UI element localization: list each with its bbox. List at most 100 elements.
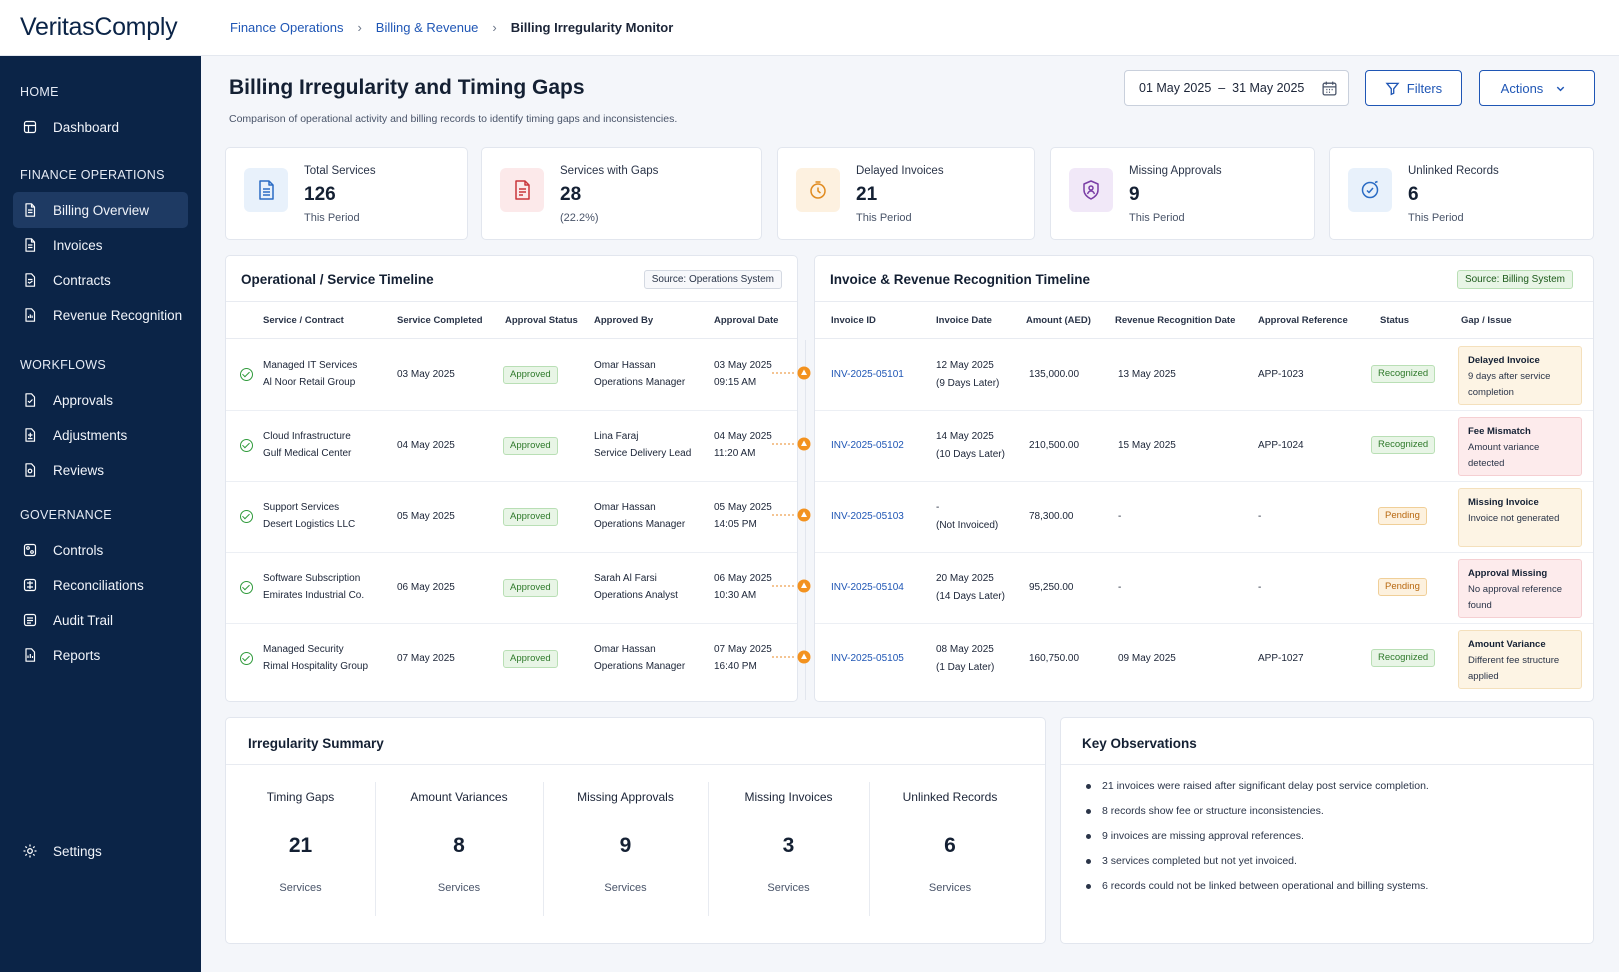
kpi-card-services-with-gaps[interactable]: Services with Gaps 28 (22.2%) [481, 147, 762, 240]
summary-label: Missing Invoices [744, 790, 833, 804]
sidebar-item-approvals[interactable]: Approvals [13, 382, 188, 418]
kpi-card-unlinked-records[interactable]: Unlinked Records 6 This Period [1329, 147, 1594, 240]
sidebar-item-audit-trail[interactable]: Audit Trail [13, 602, 188, 638]
sidebar-item-dashboard[interactable]: Dashboard [13, 109, 188, 145]
audit-icon [21, 611, 39, 629]
check-circle-icon [240, 368, 253, 381]
divider [1061, 764, 1593, 765]
warning-connector-icon [772, 576, 811, 596]
column-header[interactable]: Service Completed [397, 315, 483, 326]
sidebar-item-reports[interactable]: Reports [13, 637, 188, 673]
table-row[interactable]: INV-2025-05104 20 May 2025 (14 Days Late… [815, 553, 1593, 624]
gap-issue-card[interactable]: Missing Invoice Invoice not generated [1458, 488, 1582, 547]
kpi-label: Services with Gaps [560, 165, 659, 177]
breadcrumb-billing-revenue[interactable]: Billing & Revenue [375, 20, 479, 35]
gap-issue-card[interactable]: Approval Missing No approval reference f… [1458, 559, 1582, 618]
summary-label: Timing Gaps [266, 790, 335, 804]
table-row[interactable]: Managed IT Services Al Noor Retail Group… [226, 340, 797, 411]
sidebar-item-label: Settings [53, 843, 102, 859]
alert-document-icon [500, 168, 544, 212]
invoice-id-link[interactable]: INV-2025-05102 [831, 440, 904, 451]
gap-title: Delayed Invoice [1468, 355, 1540, 366]
summary-metric-timing-gaps[interactable]: Timing Gaps 21 Services [226, 782, 375, 916]
invoice-id-link[interactable]: INV-2025-05101 [831, 369, 904, 380]
sidebar-item-billing-overview[interactable]: Billing Overview [13, 192, 188, 228]
status-badge: Approved [503, 366, 558, 384]
sidebar-item-reviews[interactable]: Reviews [13, 452, 188, 488]
actions-button[interactable]: Actions [1479, 70, 1595, 106]
column-header[interactable]: Approval Status [505, 315, 578, 326]
invoice-lag: (Not Invoiced) [936, 520, 999, 531]
sidebar-item-adjustments[interactable]: Adjustments [13, 417, 188, 453]
link-clock-icon [1348, 168, 1392, 212]
summary-metric-missing-invoices[interactable]: Missing Invoices 3 Services [708, 782, 869, 916]
gap-issue-card[interactable]: Delayed Invoice 9 days after service com… [1458, 346, 1582, 405]
table-row[interactable]: INV-2025-05101 12 May 2025 (9 Days Later… [815, 340, 1593, 411]
invoice-amount: 160,750.00 [1029, 653, 1080, 664]
invoice-amount: 210,500.00 [1029, 440, 1080, 451]
column-header[interactable]: Revenue Recognition Date [1115, 315, 1236, 326]
document-icon [21, 236, 39, 254]
table-row[interactable]: INV-2025-05105 08 May 2025 (1 Day Later)… [815, 624, 1593, 695]
column-header[interactable]: Amount (AED) [1026, 315, 1091, 326]
sidebar-item-reconciliations[interactable]: Reconciliations [13, 567, 188, 603]
column-header[interactable]: Invoice ID [831, 315, 876, 326]
column-header[interactable]: Approval Date [714, 315, 779, 326]
approval-date: 07 May 2025 [714, 644, 772, 655]
invoice-id-link[interactable]: INV-2025-05105 [831, 653, 904, 664]
table-row[interactable]: INV-2025-05102 14 May 2025 (10 Days Late… [815, 411, 1593, 482]
column-header[interactable]: Approval Reference [1258, 315, 1348, 326]
invoice-amount: 95,250.00 [1029, 582, 1074, 593]
table-row[interactable]: Software Subscription Emirates Industria… [226, 553, 797, 624]
panel-title: Operational / Service Timeline [241, 272, 434, 287]
gap-title: Amount Variance [1468, 639, 1546, 650]
brand-logo[interactable]: VeritasComply [0, 0, 201, 56]
sidebar-item-invoices[interactable]: Invoices [13, 227, 188, 263]
column-header[interactable]: Approved By [594, 315, 654, 326]
date-range-picker[interactable]: 01 May 2025 – 31 May 2025 [1124, 70, 1349, 106]
kpi-card-delayed-invoices[interactable]: Delayed Invoices 21 This Period [777, 147, 1035, 240]
status-badge: Pending [1378, 507, 1427, 525]
column-header[interactable]: Service / Contract [263, 315, 344, 326]
invoice-amount: 135,000.00 [1029, 369, 1080, 380]
summary-metric-amount-variances[interactable]: Amount Variances 8 Services [375, 782, 543, 916]
invoice-date: - [936, 502, 940, 513]
check-circle-icon [240, 510, 253, 523]
client-name: Rimal Hospitality Group [263, 661, 369, 672]
approver-role: Service Delivery Lead [594, 448, 692, 459]
gap-issue-card[interactable]: Fee Mismatch Amount variance detected [1458, 417, 1582, 476]
table-row[interactable]: Support Services Desert Logistics LLC 05… [226, 482, 797, 553]
table-row[interactable]: Cloud Infrastructure Gulf Medical Center… [226, 411, 797, 482]
approver-name: Omar Hassan [594, 360, 656, 371]
kpi-subtext: This Period [1129, 212, 1185, 224]
report-icon [21, 646, 39, 664]
column-header[interactable]: Status [1380, 315, 1410, 326]
table-row[interactable]: INV-2025-05103 - (Not Invoiced) 78,300.0… [815, 482, 1593, 553]
filters-button[interactable]: Filters [1365, 70, 1462, 106]
invoice-id-link[interactable]: INV-2025-05104 [831, 582, 904, 593]
observation-item: 6 records could not be linked between op… [1085, 880, 1429, 892]
breadcrumb-finance-operations[interactable]: Finance Operations [230, 20, 344, 35]
gap-issue-card[interactable]: Amount Variance Different fee structure … [1458, 630, 1582, 689]
column-header[interactable]: Invoice Date [936, 315, 992, 326]
kpi-value: 28 [560, 184, 582, 205]
kpi-card-missing-approvals[interactable]: Missing Approvals 9 This Period [1050, 147, 1315, 240]
kpi-card-total-services[interactable]: Total Services 126 This Period [225, 147, 468, 240]
approval-time: 14:05 PM [714, 519, 757, 530]
sidebar-item-contracts[interactable]: Contracts [13, 262, 188, 298]
person-lock-icon [1069, 168, 1113, 212]
invoice-id-link[interactable]: INV-2025-05103 [831, 511, 904, 522]
sidebar-item-revenue-recognition[interactable]: Revenue Recognition [13, 297, 188, 333]
sidebar-item-settings[interactable]: Settings [13, 833, 188, 869]
client-name: Emirates Industrial Co. [263, 590, 365, 601]
table-header: Service / Contract Service Completed App… [226, 301, 797, 339]
revenue-recognition-date: - [1118, 511, 1122, 522]
summary-metric-missing-approvals[interactable]: Missing Approvals 9 Services [543, 782, 708, 916]
approval-icon [21, 391, 39, 409]
summary-metric-unlinked-records[interactable]: Unlinked Records 6 Services [869, 782, 1031, 916]
gear-icon [21, 842, 39, 860]
table-row[interactable]: Managed Security Rimal Hospitality Group… [226, 624, 797, 695]
approver-name: Omar Hassan [594, 644, 656, 655]
sidebar-item-controls[interactable]: Controls [13, 532, 188, 568]
column-header[interactable]: Gap / Issue [1461, 315, 1512, 326]
